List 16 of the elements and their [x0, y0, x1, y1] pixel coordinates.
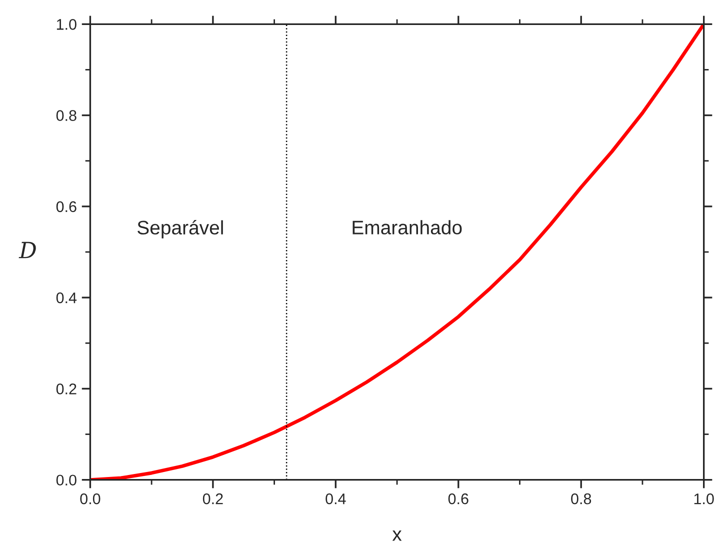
x-tick-label: 0.8 — [571, 493, 592, 504]
x-tick-label: 0.4 — [326, 493, 346, 504]
y-tick-label: 1.0 — [56, 19, 76, 30]
y-tick-label: 0.8 — [56, 110, 76, 121]
x-tick-label: 0.2 — [202, 493, 223, 504]
y-tick-label: 0.2 — [56, 384, 76, 394]
annotation: Separável — [138, 220, 223, 238]
annotation: Emaranhado — [352, 220, 462, 234]
x-tick-label: 1.0 — [694, 493, 714, 504]
x-axis-title: x — [392, 530, 402, 541]
y-axis-title: D — [18, 242, 36, 258]
y-tick-label: 0.6 — [56, 201, 76, 212]
y-tick-label: 0.4 — [56, 292, 77, 304]
y-tick-label: 0.0 — [56, 474, 76, 486]
x-tick-label: 0.6 — [448, 493, 468, 504]
x-tick-label: 0.0 — [80, 493, 100, 504]
